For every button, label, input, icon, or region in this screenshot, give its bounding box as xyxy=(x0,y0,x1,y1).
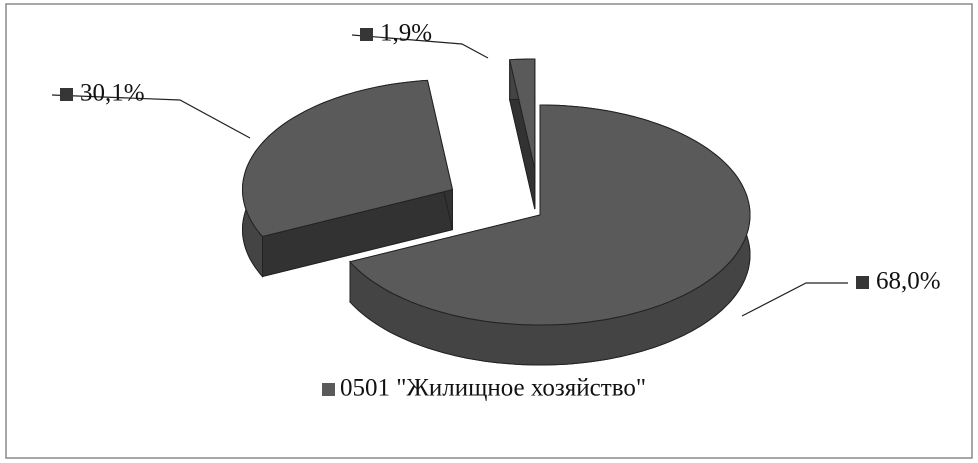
label-key xyxy=(856,276,869,289)
leader-line xyxy=(51,94,251,139)
label-key xyxy=(360,28,373,41)
legend-key xyxy=(322,383,335,396)
legend-label: 0501 "Жилищное хозяйство" xyxy=(340,375,646,402)
data-label: 1,9% xyxy=(380,20,432,47)
slice xyxy=(349,104,751,326)
label-key xyxy=(60,88,73,101)
leader-line xyxy=(351,34,489,59)
data-label: 30,1% xyxy=(80,80,145,107)
data-label: 68,0% xyxy=(876,268,941,295)
slice xyxy=(241,79,454,238)
leader-line xyxy=(741,282,848,317)
slice xyxy=(509,58,536,170)
